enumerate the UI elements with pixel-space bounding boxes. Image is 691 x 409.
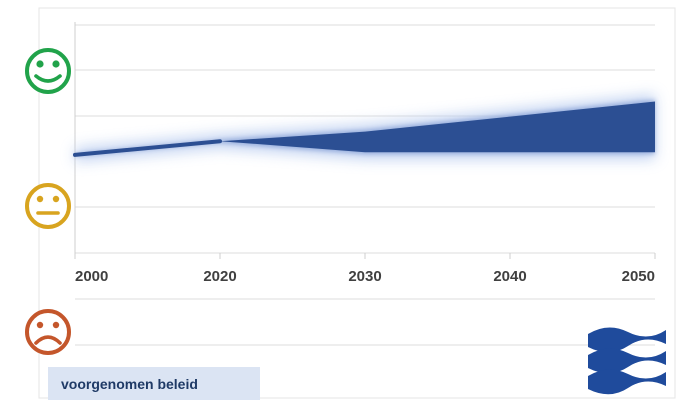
legend-background <box>48 367 260 400</box>
sentiment-icons <box>25 48 71 355</box>
water-waves-logo <box>588 327 666 395</box>
x-tick-label: 2030 <box>348 268 381 285</box>
x-tick-label: 2000 <box>75 268 108 285</box>
x-tick-label: 2040 <box>493 268 526 285</box>
neutral-icon <box>25 183 71 229</box>
series-line <box>73 139 222 157</box>
legend-label: voorgenomen beleid <box>61 376 198 392</box>
x-tick-label: 2020 <box>203 268 236 285</box>
band-area <box>75 101 655 155</box>
x-axis-ticks: 2000 2020 2030 2040 2050 <box>74 253 656 285</box>
sad-icon <box>25 309 71 355</box>
legend: voorgenomen beleid <box>48 367 260 400</box>
chart-frame <box>38 7 676 399</box>
happy-icon <box>25 48 71 94</box>
x-tick-label: 2050 <box>622 268 655 285</box>
uncertainty-band <box>73 94 655 162</box>
